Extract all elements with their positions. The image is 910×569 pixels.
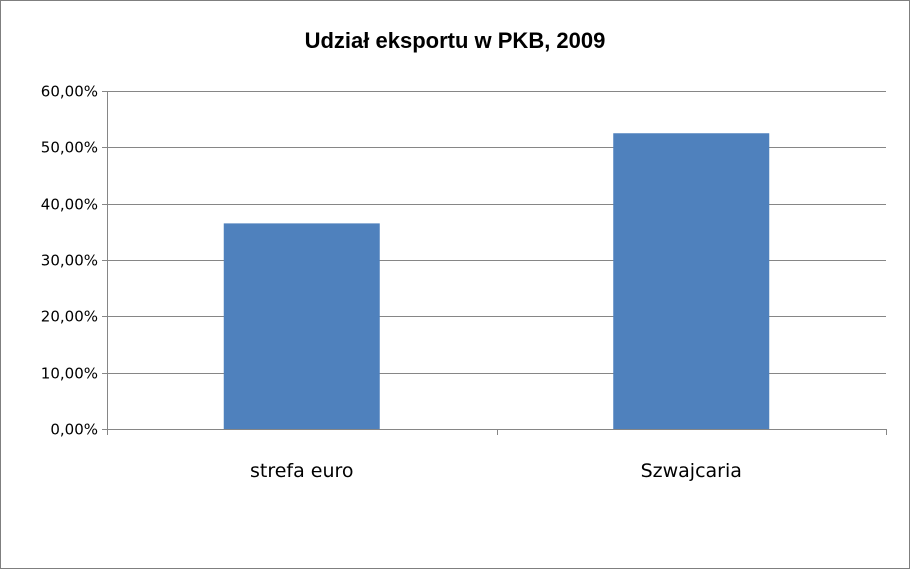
- axes: [102, 91, 887, 435]
- y-tick-label: 40,00%: [41, 196, 98, 214]
- chart-title: Udział eksportu w PKB, 2009: [305, 28, 606, 53]
- x-category-label: strefa euro: [250, 460, 354, 482]
- x-category-label: Szwajcaria: [641, 460, 742, 482]
- y-tick-label: 0,00%: [50, 421, 98, 439]
- y-tick-label: 60,00%: [41, 83, 98, 101]
- y-tick-label: 50,00%: [41, 139, 98, 157]
- bar-szwajcaria: [613, 133, 770, 429]
- y-tick-label: 30,00%: [41, 252, 98, 270]
- axis-labels: 0,00% 10,00% 20,00% 30,00% 40,00% 50,00% 60,00…: [41, 83, 742, 483]
- y-tick-label: 10,00%: [41, 365, 98, 383]
- bars: [223, 133, 770, 429]
- bar-strefa-euro: [223, 223, 380, 429]
- y-tick-label: 20,00%: [41, 308, 98, 326]
